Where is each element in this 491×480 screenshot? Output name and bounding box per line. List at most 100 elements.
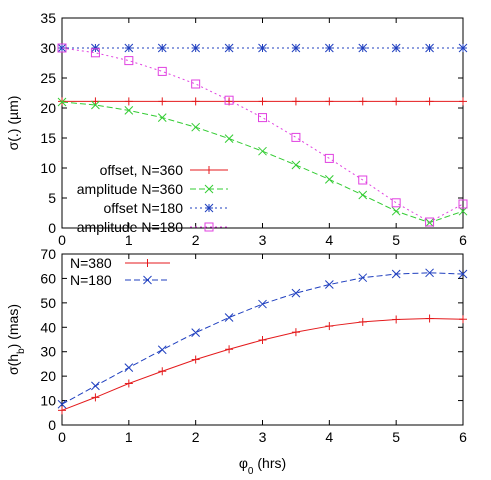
x-tick-label: 2 [192,429,200,445]
data-point [425,314,434,323]
data-point [458,206,468,216]
data-point [91,393,100,402]
legend-label: N=380 [70,255,112,271]
y-tick-label: 20 [40,368,56,384]
y-tick-label: 50 [40,295,56,311]
data-point [324,153,334,163]
data-point [291,132,301,142]
series-amplitude-n-360 [57,97,468,227]
data-point [425,217,435,227]
data-point [157,43,167,53]
data-point [391,269,401,279]
legend-marker [143,259,152,267]
data-point [58,406,66,415]
data-point [258,299,267,309]
data-point [91,97,100,106]
legend-label: amplitude N=360 [77,181,183,197]
data-point [191,355,200,364]
x-tick-label: 3 [259,232,267,248]
series-offset-n-180 [57,43,468,53]
series-line [61,317,464,411]
data-point [324,175,334,184]
data-point [391,206,401,216]
data-point [224,43,234,53]
data-point [325,322,334,331]
data-point [358,175,368,185]
data-point [258,335,267,344]
data-point [225,345,234,354]
data-point [458,199,468,209]
data-point [358,43,368,53]
data-point [291,288,301,298]
data-point [191,97,200,106]
series-n-380 [58,314,467,415]
x-tick-label: 0 [58,232,66,248]
y-tick-label: 40 [40,319,56,335]
x-tick-label: 2 [192,232,200,248]
x-axis-label: φ0 (hrs) [239,455,286,477]
y-tick-label: 70 [40,246,56,262]
data-point [157,113,167,122]
data-point [258,97,267,106]
legend-marker [204,203,214,213]
data-point [191,122,201,132]
data-point [459,97,467,106]
x-tick-label: 5 [392,429,400,445]
data-point [57,399,67,409]
x-tick-label: 4 [325,232,333,248]
y-tick-label: 5 [48,190,56,206]
legend-marker [204,222,214,232]
data-point [124,363,134,372]
x-tick-label: 6 [459,232,467,248]
data-point [157,345,167,355]
data-point [158,97,167,106]
y-axis-label: σ(hb) (mas) [5,304,27,375]
y-tick-label: 20 [40,100,56,116]
data-point [324,43,334,53]
x-tick-label: 5 [392,232,400,248]
legend-label: offset N=180 [103,200,183,216]
data-point [425,218,434,227]
y-tick-label: 35 [40,10,56,26]
data-point [124,97,133,106]
data-point [425,43,434,53]
data-point [57,43,67,53]
data-point [291,97,300,106]
x-tick-label: 3 [259,429,267,445]
data-point [91,381,100,391]
x-tick-label: 0 [58,429,66,445]
y-tick-label: 0 [48,417,56,433]
y-tick-label: 10 [40,160,56,176]
top-panel: 0 5 10 15 20 25 30 35 0 1 2 3 4 5 6 σ(.) (µm) offset, N=… [5,10,468,248]
data-point [158,367,167,376]
data-point [391,198,401,208]
data-point [425,97,434,106]
data-point [291,43,301,53]
data-point [291,328,300,337]
series-offset-n-360 [58,97,467,106]
legend-marker [143,275,152,285]
y-tick-label: 25 [40,70,56,86]
legend-label: amplitude N=180 [77,219,183,235]
y-tick-label: 0 [48,220,56,236]
data-point [392,97,401,106]
data-point [91,43,100,53]
data-point [124,106,134,115]
data-point [124,379,133,388]
data-point [57,97,67,107]
data-point [324,280,334,289]
bottom-panel: 0 10 20 30 40 50 60 70 0 1 2 3 4 5 6 σ(hb) (mas) φ0 (hrs… [5,246,468,477]
data-point [191,79,201,89]
data-point [224,95,234,105]
data-point [258,113,267,123]
data-point [358,190,368,200]
data-point [325,97,334,106]
data-point [425,268,434,278]
data-point [358,317,367,326]
data-point [458,43,468,53]
legend-marker [204,184,214,194]
data-point [124,56,134,66]
data-point [358,273,368,283]
data-point [258,146,267,156]
